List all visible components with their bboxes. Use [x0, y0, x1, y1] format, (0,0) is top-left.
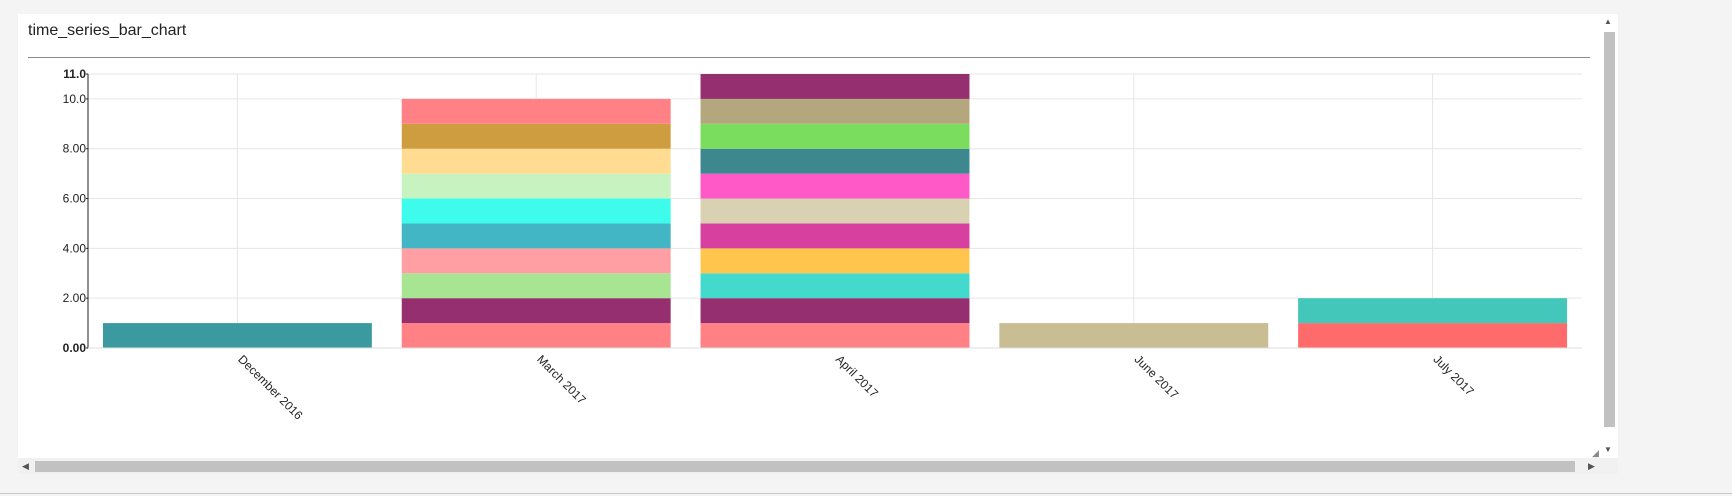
bar-segment [700, 173, 970, 199]
bar-segment [401, 298, 671, 324]
vertical-scrollbar[interactable]: ▲ ▼ [1600, 14, 1618, 458]
bar-segment [102, 323, 372, 348]
horizontal-scroll-thumb[interactable] [35, 461, 1575, 472]
bar-segment [401, 223, 671, 249]
chart-panel: time_series_bar_chart 0.00 2.00 4.00 6.00 8.… [18, 14, 1600, 458]
x-tick-label: July 2017 [1430, 352, 1476, 398]
bar-segment [401, 273, 671, 299]
y-tick-label: 8.00 [63, 142, 87, 156]
x-tick-label: March 2017 [534, 352, 589, 407]
y-tick-label: 10.0 [63, 92, 87, 106]
bar-segment [700, 198, 970, 224]
bar-segment [401, 248, 671, 274]
bar-segment [700, 223, 970, 249]
x-tick-label: December 2016 [235, 352, 306, 423]
bar-segment [700, 273, 970, 299]
scroll-down-icon[interactable]: ▼ [1604, 445, 1612, 454]
scroll-up-icon[interactable]: ▲ [1604, 17, 1612, 26]
bar-segment [700, 123, 970, 149]
vertical-scroll-thumb[interactable] [1604, 32, 1615, 427]
bar-segment [700, 248, 970, 274]
horizontal-scrollbar[interactable]: ◀ ▶ [18, 458, 1618, 474]
bottom-divider [0, 493, 1732, 494]
scroll-left-icon[interactable]: ◀ [22, 461, 29, 471]
bar-segment [1298, 323, 1568, 348]
bar-segment [700, 323, 970, 348]
bar-segment [700, 298, 970, 324]
panel-title: time_series_bar_chart [28, 22, 187, 39]
bar-segment [1298, 298, 1568, 324]
bar-segment [401, 123, 671, 149]
title-divider [28, 57, 1590, 58]
bar-segment [401, 323, 671, 348]
bar-segment [401, 198, 671, 224]
bar-segment [700, 148, 970, 174]
y-tick-label: 11.0 [63, 67, 86, 81]
x-tick-label: April 2017 [833, 352, 881, 400]
y-tick-label: 0.00 [63, 341, 87, 355]
bar-segment [401, 148, 671, 174]
x-tick-label: June 2017 [1132, 352, 1182, 402]
bar-segment [700, 74, 970, 99]
bar-segment [999, 323, 1269, 348]
resize-handle-icon[interactable]: ◢ [1592, 448, 1599, 458]
y-tick-label: 2.00 [63, 291, 87, 305]
bar-segment [700, 98, 970, 124]
y-tick-label: 4.00 [63, 241, 87, 255]
bar-segment [401, 173, 671, 199]
y-tick-label: 6.00 [63, 192, 87, 206]
bar-segment [401, 98, 671, 124]
scroll-right-icon[interactable]: ▶ [1588, 461, 1595, 471]
bar-chart: 0.00 2.00 4.00 6.00 8.00 10.0 11.0 December 201… [63, 67, 1582, 423]
